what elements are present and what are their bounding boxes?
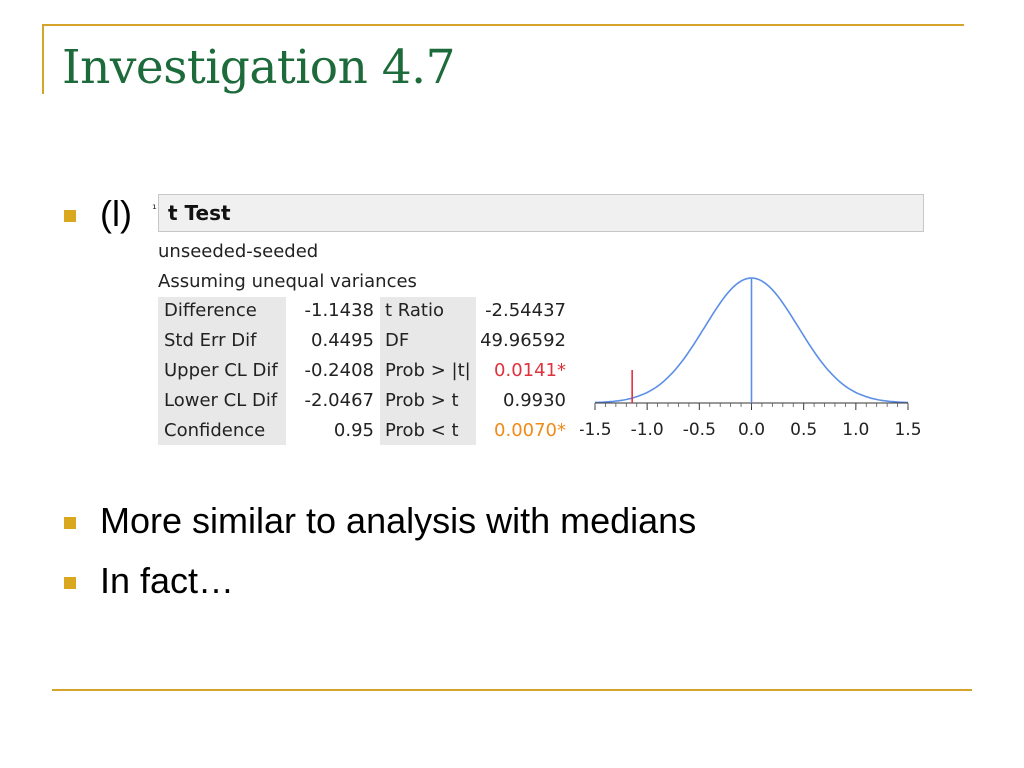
x-tick-label: -0.5 bbox=[683, 420, 716, 440]
bullet-text-medians: More similar to analysis with medians bbox=[100, 500, 697, 541]
bullet-text-in-fact: In fact… bbox=[100, 560, 235, 601]
assumption-label: Assuming unequal variances bbox=[158, 271, 417, 292]
row-value: -0.2408 bbox=[304, 360, 374, 381]
left-rule bbox=[42, 24, 44, 94]
bullet-marker bbox=[64, 517, 76, 529]
row-value2: 49.96592 bbox=[480, 330, 566, 351]
row-value: 0.95 bbox=[333, 420, 374, 441]
disclosure-mark: ¹ bbox=[152, 202, 157, 216]
bullet-text-l: (l) bbox=[100, 193, 132, 234]
bullet-marker bbox=[64, 577, 76, 589]
row-value: -2.0467 bbox=[304, 390, 374, 411]
row-label2: DF bbox=[385, 330, 410, 351]
t-distribution-chart: -1.5 -1.0 -0.5 0.0 0.5 1.0 1.5 bbox=[580, 277, 922, 440]
slide-title: Investigation 4.7 bbox=[62, 40, 456, 95]
x-tick-label: 1.0 bbox=[842, 420, 869, 440]
row-label2: Prob > |t| bbox=[385, 360, 471, 381]
row-label: Lower CL Dif bbox=[164, 390, 278, 411]
label-column-bg bbox=[158, 297, 286, 445]
x-tick-label: -1.0 bbox=[631, 420, 664, 440]
row-value: -1.1438 bbox=[304, 300, 374, 321]
row-label: Confidence bbox=[164, 420, 266, 441]
row-label2: Prob < t bbox=[385, 420, 459, 441]
x-tick-label: 0.0 bbox=[738, 420, 765, 440]
row-value2-significant: 0.0141* bbox=[494, 360, 566, 381]
row-label2: t Ratio bbox=[385, 300, 444, 321]
row-value2-significant: 0.0070* bbox=[494, 420, 566, 441]
t-test-header-label: t Test bbox=[168, 201, 231, 225]
bullet-marker bbox=[64, 210, 76, 222]
t-test-header[interactable]: t Test bbox=[158, 194, 924, 232]
row-value2: -2.54437 bbox=[485, 300, 566, 321]
bottom-rule bbox=[52, 689, 972, 691]
row-label2: Prob > t bbox=[385, 390, 459, 411]
comparison-label: unseeded-seeded bbox=[158, 241, 319, 262]
row-value: 0.4495 bbox=[311, 330, 374, 351]
x-tick-label: 1.5 bbox=[894, 420, 921, 440]
x-tick-label: 0.5 bbox=[790, 420, 817, 440]
x-tick-label: -1.5 bbox=[580, 420, 612, 440]
top-rule bbox=[42, 24, 964, 26]
row-value2: 0.9930 bbox=[503, 390, 566, 411]
row-label: Upper CL Dif bbox=[164, 360, 278, 381]
label2-column-bg bbox=[380, 297, 476, 445]
row-label: Std Err Dif bbox=[164, 330, 257, 351]
row-label: Difference bbox=[164, 300, 257, 321]
